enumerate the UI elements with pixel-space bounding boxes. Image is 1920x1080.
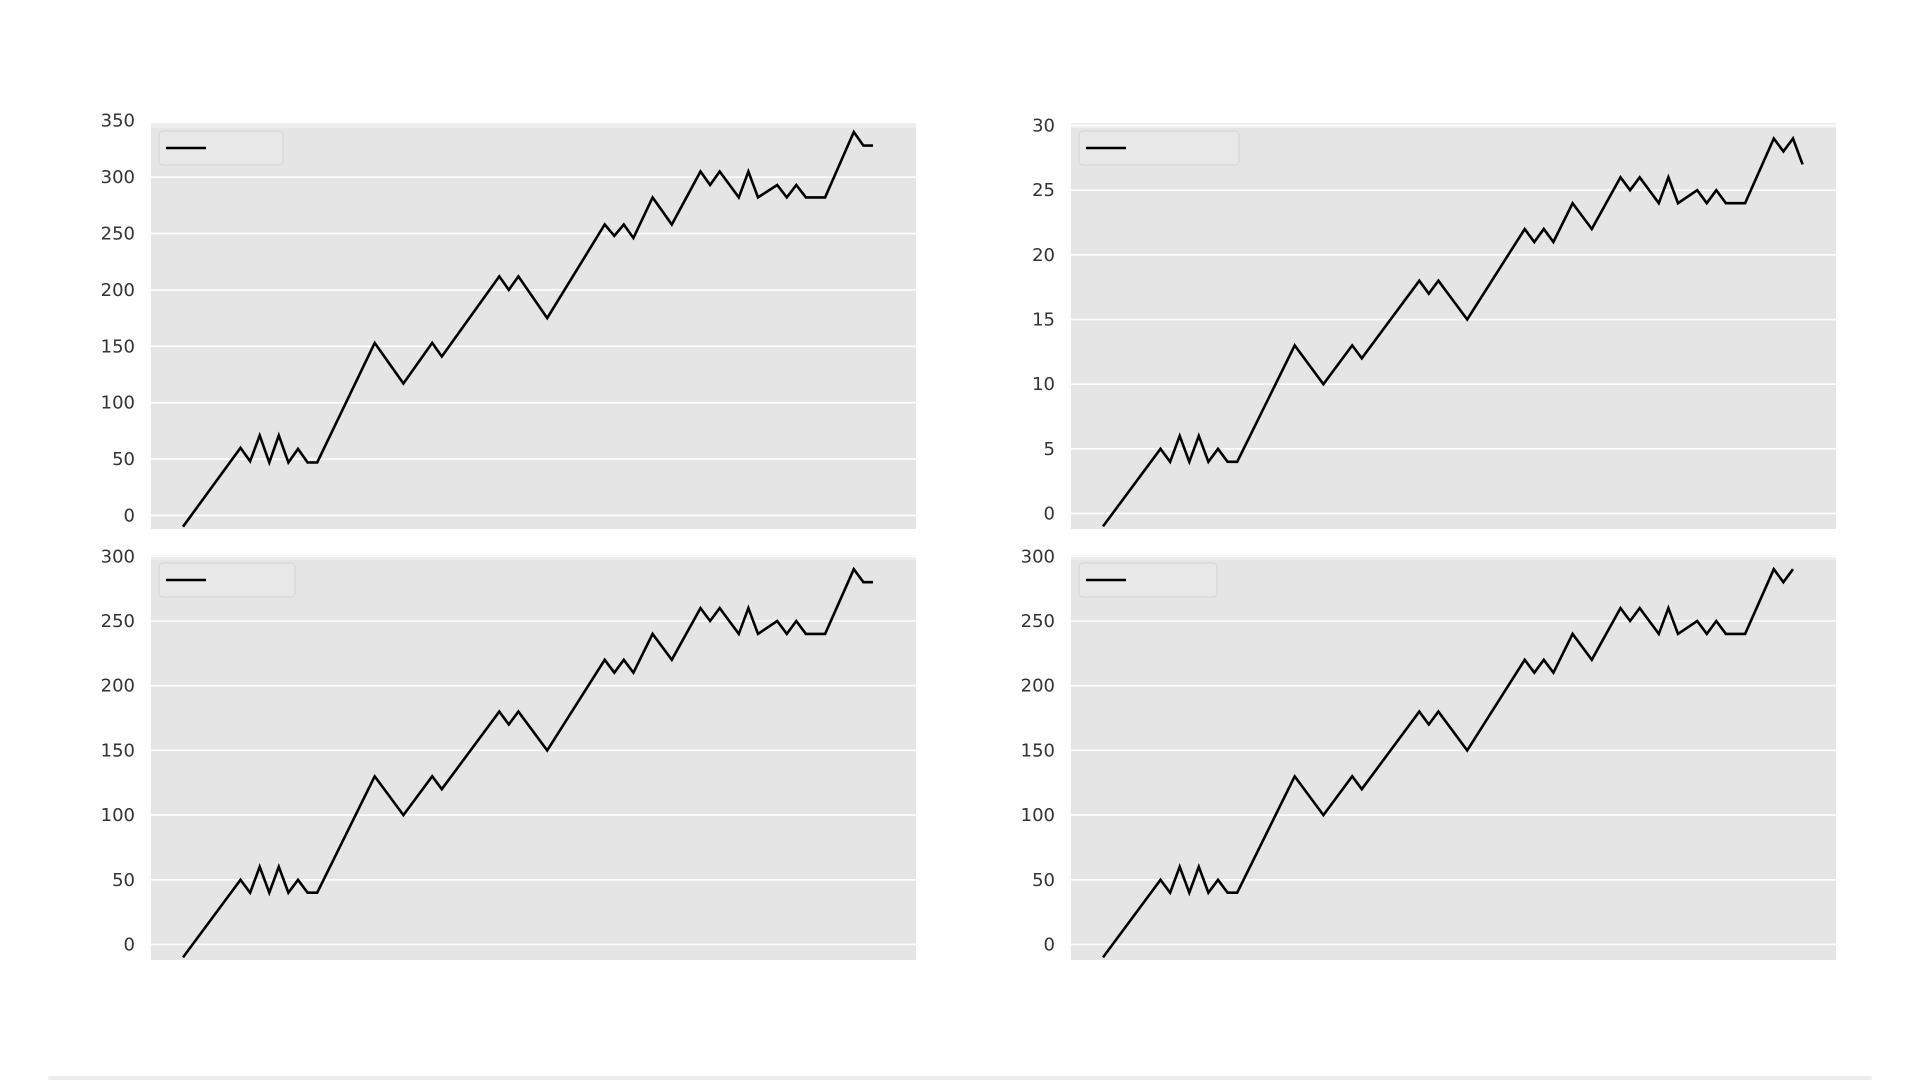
y-tick-label: 100 [101, 805, 135, 826]
y-tick-label: 5 [1044, 439, 1055, 460]
y-tick-label: 200 [1021, 676, 1055, 697]
bottom-scroll-shadow [48, 1076, 1872, 1080]
y-tick-label: 150 [101, 336, 135, 357]
series-line-0 [181, 566, 873, 959]
legend [158, 130, 284, 166]
series-line-0 [1101, 566, 1795, 959]
y-tick-label: 150 [101, 740, 135, 761]
y-tick-label: 100 [1021, 805, 1055, 826]
legend [1078, 130, 1240, 166]
legend-box [1078, 130, 1240, 166]
y-tick-label: 200 [101, 676, 135, 697]
plot-top-edge [1071, 555, 1836, 560]
y-tick-label: 250 [101, 611, 135, 632]
chart-panel-bottom-right: 0 50 100 150 200 250 300 [1021, 546, 1836, 960]
y-tick-label: 250 [1021, 611, 1055, 632]
y-tick-label: 300 [1021, 546, 1055, 567]
y-tick-label: 150 [1021, 740, 1055, 761]
y-tick-label: 15 [1032, 310, 1055, 331]
plot-top-edge [151, 123, 916, 128]
plot-background [151, 123, 916, 529]
chart-panel-bottom-left: 0 50 100 150 200 250 300 [101, 546, 916, 960]
y-tick-label: 300 [101, 167, 135, 188]
y-tick-label: 30 [1032, 116, 1055, 137]
plot-background [1071, 555, 1836, 960]
y-tick-label: 20 [1032, 245, 1055, 266]
y-tick-label: 10 [1032, 374, 1055, 395]
plot-top-edge [151, 555, 916, 560]
series-line-0 [181, 129, 873, 528]
y-tick-label: 250 [101, 224, 135, 245]
y-tick-label: 50 [1032, 870, 1055, 891]
legend-box [158, 562, 296, 598]
y-tick-label: 25 [1032, 180, 1055, 201]
y-tick-label: 50 [112, 870, 135, 891]
series-line-0 [1101, 135, 1804, 528]
legend [158, 562, 296, 598]
y-tick-label: 0 [1044, 503, 1055, 524]
y-tick-label: 0 [1044, 934, 1055, 955]
y-tick-label: 300 [101, 546, 135, 567]
legend-box [1078, 562, 1218, 598]
plot-background [151, 555, 916, 960]
y-tick-label: 350 [101, 111, 135, 132]
legend-box [158, 130, 284, 166]
y-tick-label: 200 [101, 280, 135, 301]
plot-background [1071, 123, 1836, 529]
y-tick-label: 0 [124, 934, 135, 955]
y-tick-label: 50 [112, 449, 135, 470]
y-tick-label: 100 [101, 393, 135, 414]
y-tick-label: 0 [124, 505, 135, 526]
chart-panel-top-left: 0 50 100 150 200 250 300 350 [101, 111, 916, 529]
chart-panel-top-right: 0 5 10 15 20 25 30 [1032, 116, 1836, 529]
legend [1078, 562, 1218, 598]
